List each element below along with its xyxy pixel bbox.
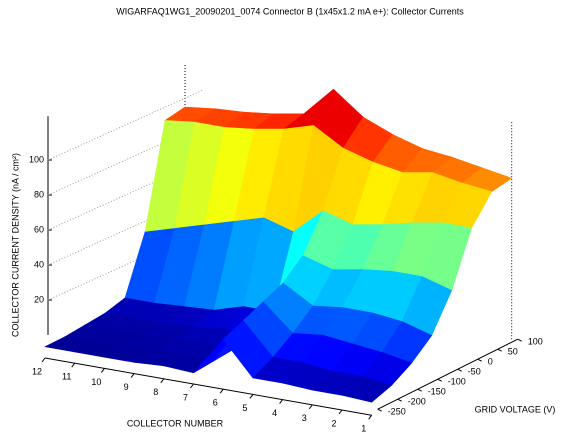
x-tick	[338, 409, 343, 415]
z-axis-label: COLLECTOR CURRENT DENSITY (nA / cm²)	[10, 153, 20, 337]
x-tick-label: 10	[91, 377, 101, 387]
y-tick-label: 50	[508, 347, 518, 357]
x-tick-label: 11	[62, 372, 71, 382]
y-tick-label: -150	[428, 387, 446, 397]
x-tick	[130, 373, 135, 378]
x-tick	[71, 362, 76, 368]
x-tick	[249, 394, 254, 399]
y-tick-label: -50	[468, 367, 481, 377]
y-tick-label: -100	[448, 377, 466, 387]
y-tick	[457, 368, 462, 372]
x-tick-label: 3	[302, 413, 307, 423]
x-axis	[44, 357, 372, 416]
surface-patch	[341, 376, 393, 403]
y-tick-label: -200	[408, 397, 426, 407]
x-tick-label: 2	[331, 418, 336, 428]
y-tick	[397, 398, 402, 402]
z-tick-label: 40	[34, 259, 44, 269]
x-tick	[160, 378, 165, 384]
x-tick-label: 9	[124, 382, 129, 392]
x-tick-label: 8	[153, 387, 158, 397]
grid-line	[47, 89, 204, 161]
x-tick	[41, 357, 46, 363]
y-axis-label: GRID VOLTAGE (V)	[475, 404, 556, 414]
x-tick-label: 7	[183, 392, 188, 402]
chart-title: WIGARFAQ1WG1_20090201_0074 Connector B (…	[116, 6, 464, 16]
x-tick-label: 5	[242, 403, 247, 413]
z-tick-label: 20	[34, 294, 44, 304]
x-tick-label: 4	[272, 408, 277, 418]
z-tick-label: 100	[29, 154, 44, 164]
x-tick-label: 12	[32, 366, 42, 376]
z-tick-label: 60	[34, 224, 44, 234]
y-tick	[377, 408, 382, 412]
x-tick	[219, 388, 224, 394]
y-tick	[517, 338, 522, 342]
y-tick	[477, 358, 482, 362]
x-tick-label: 1	[361, 424, 366, 433]
y-tick	[417, 388, 422, 392]
y-tick-label: 100	[528, 337, 543, 347]
x-tick	[101, 368, 105, 373]
y-tick-label: 0	[488, 357, 493, 367]
x-tick	[368, 414, 373, 420]
y-tick	[437, 378, 442, 382]
x-tick	[308, 404, 313, 410]
y-tick	[497, 348, 502, 352]
z-tick-label: 80	[34, 189, 44, 199]
x-tick	[279, 399, 284, 404]
y-tick-label: -250	[388, 407, 406, 417]
x-tick-label: 6	[213, 398, 218, 408]
x-axis-label: COLLECTOR NUMBER	[127, 418, 224, 428]
y-axis	[377, 338, 518, 410]
x-tick	[190, 383, 194, 389]
